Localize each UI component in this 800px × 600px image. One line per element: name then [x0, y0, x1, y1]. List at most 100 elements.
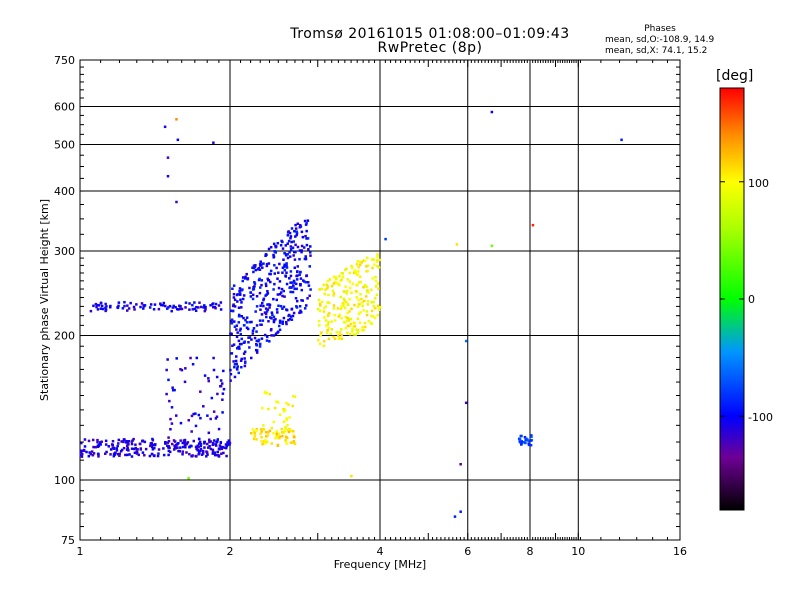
data-point [266, 277, 270, 281]
data-point [356, 329, 360, 332]
data-point [87, 454, 91, 458]
data-point [238, 289, 241, 293]
data-point [290, 227, 294, 230]
data-point [207, 438, 211, 442]
data-point [236, 293, 239, 296]
data-point [247, 341, 250, 344]
data-point [209, 447, 213, 451]
data-point [272, 242, 276, 246]
data-point [238, 347, 241, 350]
data-point [179, 367, 182, 371]
data-point [87, 439, 91, 443]
data-point [356, 283, 359, 286]
data-point [122, 438, 126, 441]
data-point [162, 447, 165, 450]
data-point [272, 315, 276, 319]
data-point [260, 283, 263, 287]
data-point [80, 449, 83, 453]
data-point [166, 174, 170, 178]
data-point [241, 279, 244, 283]
chart-subtitle: RwPretec (8p) [377, 40, 483, 56]
data-point [231, 344, 234, 348]
data-point [377, 287, 380, 290]
data-point [293, 281, 296, 285]
data-point [241, 288, 244, 291]
data-point [344, 326, 347, 330]
data-point [120, 448, 124, 452]
data-point [269, 269, 273, 273]
data-point [100, 304, 104, 308]
data-point [366, 303, 370, 306]
data-point [212, 356, 215, 360]
data-point [194, 309, 198, 312]
data-point [104, 306, 107, 310]
data-point [323, 316, 326, 319]
y-tick-label: 750 [54, 54, 75, 67]
data-point [135, 303, 138, 306]
data-point [195, 305, 198, 309]
data-point [217, 304, 221, 307]
data-point [236, 300, 239, 303]
data-point [197, 445, 200, 449]
data-point [243, 277, 247, 280]
data-point [319, 334, 322, 337]
data-point [164, 440, 167, 444]
data-point [274, 436, 277, 440]
data-point [149, 303, 153, 306]
data-point [167, 306, 170, 309]
data-point [243, 364, 247, 368]
data-point [348, 280, 351, 283]
data-point [300, 244, 304, 248]
data-point [112, 454, 116, 458]
data-point [300, 288, 304, 292]
data-point [132, 447, 136, 451]
data-point [302, 246, 306, 249]
data-point [220, 452, 223, 455]
data-point [323, 292, 326, 296]
data-point [365, 310, 369, 313]
data-point [326, 301, 329, 304]
data-point [350, 264, 353, 268]
data-point [371, 315, 375, 318]
data-point [258, 319, 262, 322]
data-point [172, 448, 176, 451]
data-point [267, 247, 271, 251]
data-point [215, 415, 219, 418]
data-point [343, 268, 347, 272]
data-point [212, 141, 215, 144]
data-point [239, 359, 243, 362]
data-point [240, 301, 243, 304]
data-point [278, 262, 281, 266]
data-point [120, 440, 123, 443]
data-point [268, 392, 272, 396]
data-point [262, 297, 266, 300]
data-point [219, 308, 223, 311]
data-point [235, 355, 238, 358]
data-point [288, 286, 291, 290]
data-point [176, 446, 179, 449]
data-point [171, 306, 175, 309]
data-point [243, 350, 247, 354]
data-point [373, 306, 377, 310]
data-point [259, 304, 262, 307]
data-point [354, 333, 357, 336]
data-point [288, 313, 291, 317]
data-point [230, 332, 233, 336]
data-point [254, 310, 257, 313]
data-point [89, 452, 93, 456]
data-point [268, 340, 271, 343]
data-point [139, 447, 143, 450]
data-point [327, 321, 330, 324]
data-point [370, 301, 373, 304]
data-point [255, 351, 259, 354]
data-point [290, 318, 294, 321]
data-point [276, 444, 280, 447]
x-tick-label: 6 [464, 545, 471, 558]
data-point [153, 446, 156, 450]
colorbar-label: [deg] [716, 68, 754, 84]
data-point [298, 257, 301, 261]
data-point [130, 455, 134, 458]
data-point [135, 448, 139, 451]
data-point [306, 237, 310, 240]
data-point [356, 331, 359, 335]
